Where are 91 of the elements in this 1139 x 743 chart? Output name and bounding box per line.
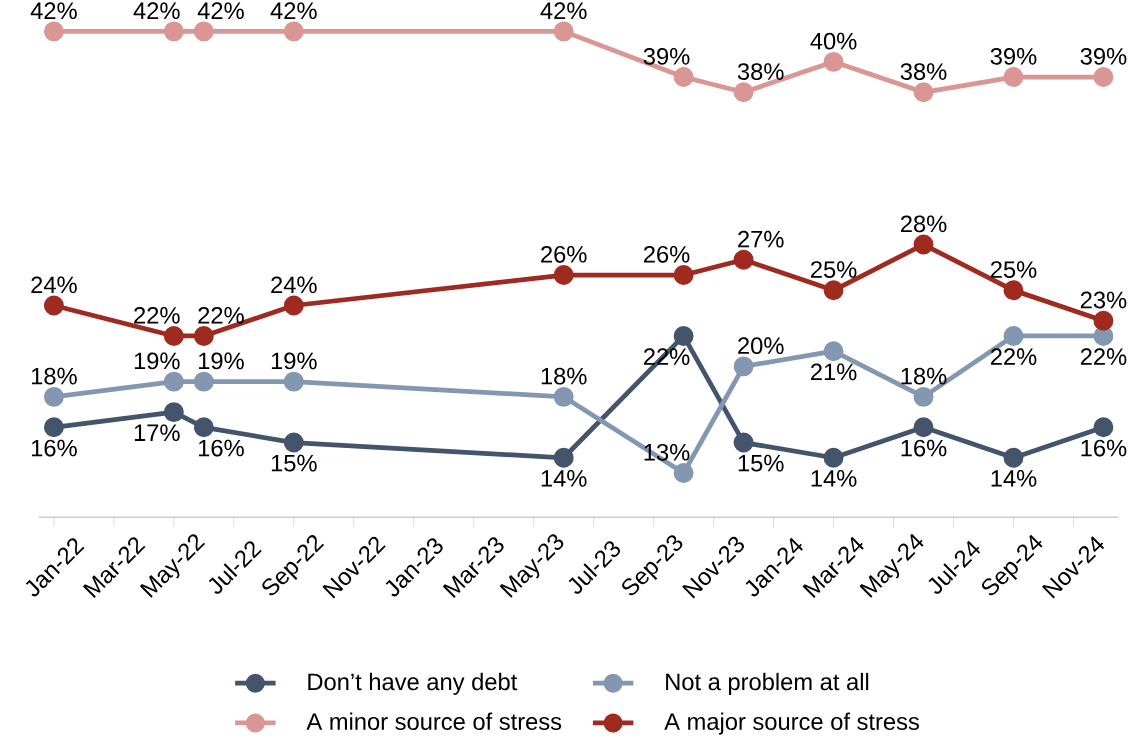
- data-label: 39%: [643, 48, 690, 65]
- data-label: 22%: [134, 307, 180, 324]
- point: [913, 234, 934, 255]
- point: [193, 326, 214, 346]
- data-label: 39%: [1080, 48, 1127, 65]
- data-label: 42%: [540, 2, 587, 20]
- data-label: 17%: [134, 424, 180, 442]
- data-label: 16%: [31, 439, 77, 457]
- data-label: 15%: [738, 454, 784, 472]
- data-label: 19%: [199, 352, 244, 370]
- point: [553, 387, 574, 407]
- data-label: 24%: [31, 276, 77, 294]
- point: [733, 82, 754, 103]
- data-label: 18%: [541, 367, 587, 385]
- point: [163, 326, 184, 346]
- data-label: 22%: [1080, 348, 1127, 366]
- point: [823, 341, 844, 362]
- point: [673, 265, 694, 286]
- point: [43, 21, 64, 42]
- point: [1093, 310, 1114, 331]
- data-label: 19%: [271, 352, 317, 370]
- legend-label: A minor source of stress: [306, 712, 562, 731]
- data-label: 23%: [1080, 291, 1127, 309]
- data-label: 16%: [901, 439, 947, 457]
- data-label: 22%: [990, 348, 1037, 366]
- data-label: 42%: [30, 2, 77, 20]
- data-label: 22%: [198, 307, 244, 324]
- data-label: 15%: [271, 454, 317, 472]
- data-label: 27%: [738, 230, 784, 248]
- point: [733, 356, 754, 377]
- point: [673, 326, 694, 346]
- data-label: 19%: [134, 352, 180, 370]
- point: [913, 417, 934, 438]
- point: [193, 21, 214, 42]
- point: [913, 387, 934, 407]
- data-label: 24%: [271, 276, 317, 294]
- data-label: 26%: [541, 246, 587, 263]
- point: [283, 295, 304, 316]
- legend-label: Don’t have any debt: [308, 672, 518, 696]
- point: [1003, 280, 1024, 301]
- data-label: 16%: [1081, 439, 1127, 457]
- point: [553, 447, 574, 468]
- data-label: 39%: [990, 48, 1037, 65]
- point: [1003, 447, 1024, 468]
- data-label: 14%: [541, 470, 587, 487]
- data-label: 13%: [644, 443, 690, 461]
- data-label: 42%: [197, 2, 244, 20]
- point: [553, 21, 574, 42]
- point: [163, 402, 184, 423]
- point: [283, 432, 304, 453]
- point: [1093, 326, 1114, 346]
- legend-label: Not a problem at all: [666, 672, 869, 696]
- point: [733, 249, 754, 270]
- point: [823, 51, 844, 72]
- point: [733, 432, 754, 453]
- data-label: 20%: [738, 337, 784, 355]
- data-label: 38%: [737, 63, 784, 81]
- data-label: 18%: [901, 367, 947, 385]
- data-label: 28%: [900, 215, 947, 233]
- point: [1003, 67, 1024, 88]
- point: [823, 447, 844, 468]
- data-label: 40%: [810, 32, 857, 50]
- data-label: 42%: [270, 2, 317, 20]
- point: [673, 67, 694, 88]
- point: [553, 265, 574, 286]
- point: [283, 371, 304, 392]
- point: [163, 21, 184, 42]
- point: [43, 417, 64, 438]
- data-label: 14%: [811, 470, 857, 487]
- point: [1093, 417, 1114, 438]
- data-label: 25%: [990, 261, 1037, 279]
- data-label: 14%: [991, 470, 1037, 487]
- data-label: 26%: [643, 246, 690, 263]
- point: [673, 463, 694, 484]
- point: [1003, 326, 1024, 346]
- point: [283, 21, 304, 42]
- data-label: 18%: [31, 367, 77, 385]
- point: [193, 417, 214, 438]
- point: [193, 371, 214, 392]
- point: [43, 295, 64, 316]
- data-label: 16%: [199, 439, 244, 457]
- legend-label: A major source of stress: [664, 712, 919, 735]
- point: [913, 82, 934, 103]
- point: [43, 387, 64, 407]
- data-label: 25%: [811, 261, 857, 279]
- point: [1093, 67, 1114, 88]
- data-label: 42%: [133, 2, 180, 20]
- data-label: 21%: [811, 363, 857, 381]
- point: [163, 371, 184, 392]
- point: [823, 280, 844, 301]
- data-label: 38%: [900, 63, 947, 81]
